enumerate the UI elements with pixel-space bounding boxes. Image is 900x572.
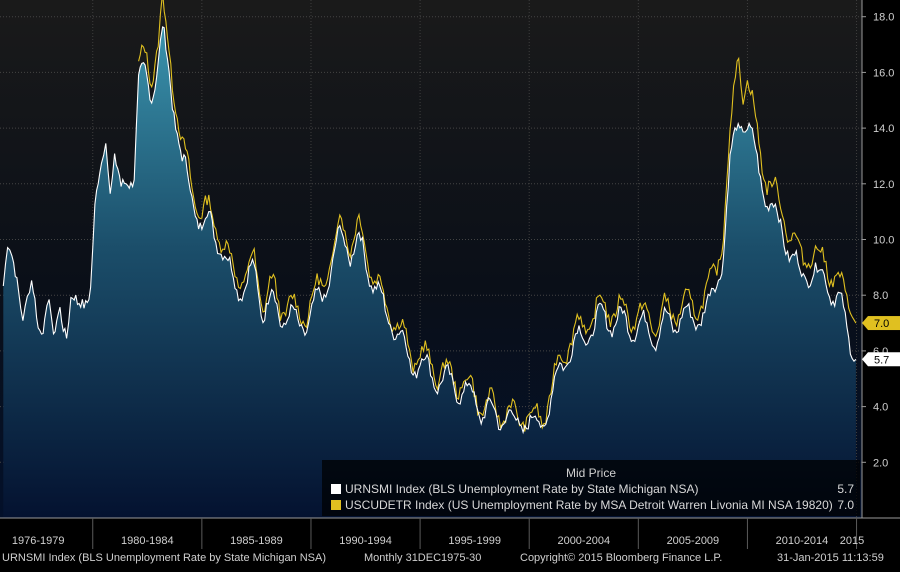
y-tick-label: 14.0	[873, 123, 894, 135]
urnsmi-line	[2, 26, 857, 435]
x-tick-label: 2000-2004	[557, 535, 610, 547]
footer-frequency: Monthly 31DEC1975-30	[364, 552, 482, 564]
uscudetr-last-value-bg	[868, 316, 900, 331]
x-tick-label: 1976-1979	[12, 535, 65, 547]
urnsmi-last-value-pointer	[862, 352, 868, 367]
legend-entry-uscudetr: USCUDETR Index (US Unemployment Rate by …	[331, 498, 854, 512]
last-value-tags: 7.0 5.7	[862, 316, 900, 367]
footer-copyright: Copyright© 2015 Bloomberg Finance L.P.	[520, 552, 723, 564]
urnsmi-area	[3, 26, 856, 519]
y-tick-label: 12.0	[873, 179, 894, 191]
legend-swatch-white	[331, 484, 341, 494]
line-layer	[2, 0, 857, 435]
uscudetr-last-value: 7.0	[874, 318, 889, 330]
x-axis: 1976-1979 1980-1984 1985-1989 1990-1994 1995…	[12, 518, 864, 549]
y-tick-label: 18.0	[873, 12, 894, 24]
x-tick-label: 1990-1994	[339, 535, 392, 547]
footer-bar: URNSMI Index (BLS Unemployment Rate by S…	[0, 549, 900, 567]
legend-value: 7.0	[837, 498, 854, 512]
y-tick-label: 2.0	[873, 457, 888, 469]
legend-entry-urnsmi: URNSMI Index (BLS Unemployment Rate by S…	[331, 482, 854, 496]
y-tick-label: 8.0	[873, 290, 888, 302]
x-tick-label: 2010-2014	[776, 535, 829, 547]
legend: Mid Price URNSMI Index (BLS Unemployment…	[322, 460, 860, 516]
x-tick-label: 2015	[840, 535, 864, 547]
x-tick-label: 1995-1999	[448, 535, 501, 547]
x-tick-label: 1985-1989	[230, 535, 283, 547]
legend-swatch-yellow	[331, 500, 341, 510]
legend-label: URNSMI Index (BLS Unemployment Rate by S…	[345, 482, 699, 496]
y-tick-label: 10.0	[873, 235, 894, 247]
footer-series-name: URNSMI Index (BLS Unemployment Rate by S…	[2, 552, 327, 564]
urnsmi-last-value-bg	[868, 352, 900, 367]
legend-label: USCUDETR Index (US Unemployment Rate by …	[345, 498, 833, 512]
y-tick-label: 4.0	[873, 402, 888, 414]
x-tick-label: 1980-1984	[121, 535, 174, 547]
area-layer	[3, 26, 856, 519]
y-tick-label: 16.0	[873, 67, 894, 79]
x-tick-label: 2005-2009	[667, 535, 720, 547]
urnsmi-last-value: 5.7	[874, 354, 889, 366]
y-axis: 2.04.06.08.010.012.014.016.018.0	[862, 12, 894, 469]
legend-value: 5.7	[837, 482, 854, 496]
footer-timestamp: 31-Jan-2015 11:13:59	[777, 552, 884, 564]
legend-title: Mid Price	[565, 466, 616, 480]
uscudetr-last-value-pointer	[862, 316, 868, 331]
